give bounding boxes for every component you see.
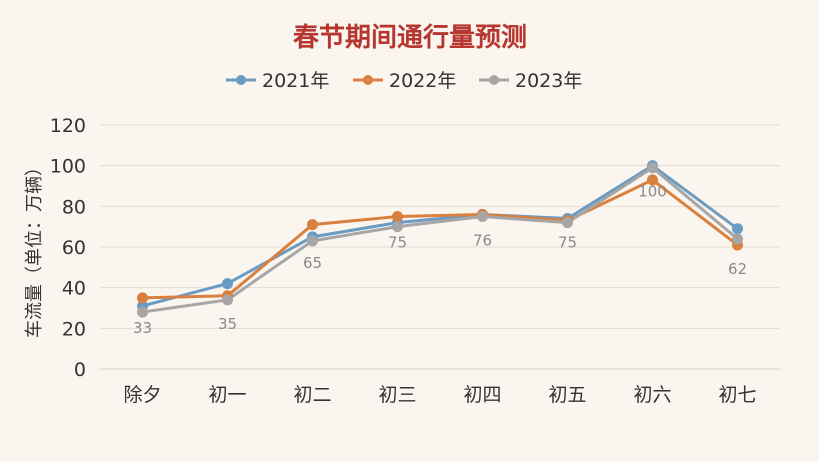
y-axis-label: 车流量（单位：万辆） [24, 158, 45, 338]
legend-label-2: 2023年 [515, 70, 582, 92]
point-s2-2 [307, 235, 318, 247]
point-s2-5 [562, 217, 573, 229]
data-label-0: 33 [133, 319, 152, 337]
y-tick-40: 40 [62, 278, 86, 300]
data-label-5: 75 [558, 234, 577, 252]
x-tick-7: 初七 [718, 384, 756, 406]
x-tick-5: 初五 [548, 384, 586, 406]
y-tick-60: 60 [62, 237, 86, 259]
data-label-1: 35 [218, 315, 237, 333]
legend-marker-0 [236, 75, 246, 85]
legend-label-1: 2022年 [389, 70, 456, 92]
legend-label-0: 2021年 [262, 70, 329, 92]
data-label-4: 76 [473, 231, 492, 249]
point-s0-1 [222, 278, 233, 290]
point-s1-6 [647, 174, 658, 186]
data-label-7: 62 [728, 260, 747, 278]
point-s2-4 [477, 211, 488, 222]
data-labels: 33 35 65 75 76 75 100 62 [133, 183, 747, 337]
legend-marker-1 [363, 75, 373, 85]
x-tick-labels: 除夕 初一 初二 初三 初四 初五 初六 初七 [123, 384, 756, 406]
x-tick-4: 初四 [463, 384, 501, 406]
point-s2-7 [732, 233, 743, 245]
point-s1-3 [392, 211, 403, 222]
y-tick-0: 0 [74, 359, 86, 381]
point-s2-1 [222, 294, 233, 306]
point-s2-6 [647, 162, 658, 174]
series-points [137, 160, 743, 318]
data-label-2: 65 [303, 254, 322, 272]
chart-title: 春节期间通行量预测 [293, 22, 527, 53]
series-line-1 [142, 178, 739, 300]
y-tick-120: 120 [50, 115, 86, 137]
x-tick-3: 初三 [378, 384, 416, 406]
y-tick-100: 100 [50, 156, 86, 178]
point-s1-2 [307, 219, 318, 231]
y-tick-labels: 0 20 40 60 80 100 120 [50, 115, 86, 381]
x-tick-6: 初六 [633, 384, 671, 406]
data-label-3: 75 [388, 234, 407, 252]
gridlines [100, 124, 780, 370]
point-s2-0 [137, 306, 148, 318]
point-s0-7 [732, 223, 743, 235]
x-tick-1: 初一 [208, 384, 246, 406]
point-s1-0 [137, 292, 148, 304]
y-tick-80: 80 [62, 196, 86, 218]
series-line-2 [142, 166, 739, 314]
series-line-0 [142, 164, 739, 308]
point-s2-3 [392, 221, 403, 233]
x-tick-2: 初二 [293, 384, 331, 406]
series-lines [142, 164, 739, 314]
legend: 2021年 2022年 2023年 [226, 70, 582, 92]
data-label-6: 100 [638, 183, 667, 201]
y-tick-20: 20 [62, 318, 86, 340]
x-tick-0: 除夕 [123, 384, 161, 406]
legend-marker-2 [489, 75, 499, 85]
